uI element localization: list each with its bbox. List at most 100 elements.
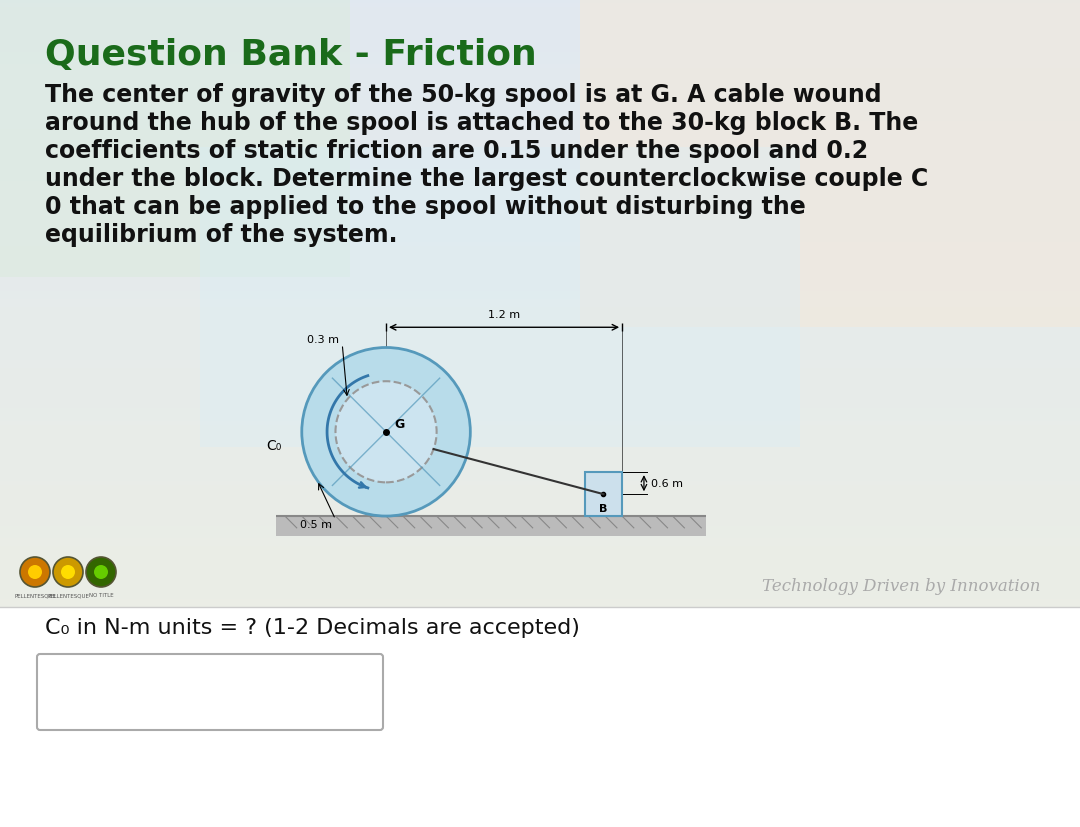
Text: 0.5 m: 0.5 m — [300, 520, 333, 530]
Bar — [0, 255, 1080, 259]
Bar — [0, 271, 1080, 275]
Bar — [0, 117, 1080, 122]
Bar — [0, 579, 1080, 583]
Circle shape — [21, 557, 50, 587]
Bar — [0, 291, 1080, 295]
Bar — [0, 583, 1080, 587]
Bar — [0, 49, 1080, 53]
Bar — [0, 158, 1080, 162]
Bar — [0, 587, 1080, 591]
Bar — [0, 12, 1080, 17]
Bar — [0, 566, 1080, 571]
Bar — [0, 73, 1080, 77]
Bar — [0, 170, 1080, 174]
Bar — [0, 372, 1080, 376]
Bar — [0, 547, 1080, 551]
FancyBboxPatch shape — [200, 148, 800, 447]
Bar — [0, 494, 1080, 498]
Bar — [0, 328, 1080, 332]
Bar — [0, 445, 1080, 449]
Bar — [0, 65, 1080, 69]
Bar — [0, 340, 1080, 344]
Bar — [0, 506, 1080, 510]
Bar — [0, 413, 1080, 417]
Bar — [0, 122, 1080, 126]
Bar — [0, 97, 1080, 101]
Bar — [0, 288, 1080, 291]
Text: under the block. Determine the largest counterclockwise couple C: under the block. Determine the largest c… — [45, 167, 928, 191]
Bar — [0, 519, 1080, 522]
Bar — [0, 538, 1080, 543]
Bar — [0, 409, 1080, 413]
Bar — [0, 284, 1080, 288]
Bar — [0, 243, 1080, 247]
Text: NO TITLE: NO TITLE — [89, 592, 113, 597]
Circle shape — [28, 566, 42, 579]
Bar — [0, 182, 1080, 186]
Bar — [0, 348, 1080, 352]
Bar — [585, 473, 622, 516]
Bar — [0, 559, 1080, 562]
Bar — [0, 502, 1080, 506]
Bar — [0, 162, 1080, 166]
Bar — [0, 263, 1080, 267]
Bar — [0, 166, 1080, 170]
Bar — [0, 385, 1080, 389]
Bar — [0, 154, 1080, 158]
Bar — [0, 222, 1080, 227]
Bar — [0, 376, 1080, 380]
Bar — [0, 134, 1080, 137]
Bar — [0, 522, 1080, 526]
Bar — [0, 174, 1080, 178]
FancyBboxPatch shape — [0, 0, 350, 278]
Bar — [0, 146, 1080, 150]
Circle shape — [53, 557, 83, 587]
Bar — [0, 457, 1080, 461]
Bar — [0, 275, 1080, 280]
Bar — [0, 336, 1080, 340]
Bar — [0, 478, 1080, 482]
Bar — [0, 437, 1080, 442]
Text: 0.3 m: 0.3 m — [307, 335, 339, 345]
Circle shape — [60, 566, 75, 579]
Bar — [0, 421, 1080, 425]
Bar — [0, 109, 1080, 113]
Bar — [0, 20, 1080, 24]
Bar — [0, 186, 1080, 190]
Bar — [0, 551, 1080, 555]
Bar — [0, 356, 1080, 361]
Bar — [0, 600, 1080, 603]
Text: 0 that can be applied to the spool without disturbing the: 0 that can be applied to the spool witho… — [45, 195, 806, 218]
Bar — [0, 380, 1080, 385]
Bar — [0, 368, 1080, 372]
Bar — [0, 45, 1080, 49]
Bar — [0, 239, 1080, 243]
Text: 0.6 m: 0.6 m — [650, 479, 683, 489]
Bar — [0, 352, 1080, 356]
Bar — [0, 482, 1080, 485]
Bar — [0, 425, 1080, 429]
Bar — [0, 227, 1080, 231]
Bar — [0, 218, 1080, 222]
Bar — [0, 41, 1080, 45]
Bar — [0, 126, 1080, 130]
Text: equilibrium of the system.: equilibrium of the system. — [45, 222, 397, 246]
Bar — [0, 324, 1080, 328]
Bar — [0, 251, 1080, 255]
Bar — [0, 93, 1080, 97]
Bar — [0, 89, 1080, 93]
Bar — [0, 130, 1080, 134]
Bar — [0, 308, 1080, 312]
Bar — [0, 514, 1080, 519]
Bar — [0, 393, 1080, 397]
Text: around the hub of the spool is attached to the 30-kg block B. The: around the hub of the spool is attached … — [45, 111, 918, 135]
Circle shape — [301, 348, 470, 516]
Bar — [0, 461, 1080, 466]
Bar — [0, 595, 1080, 600]
Bar — [0, 510, 1080, 514]
Bar — [0, 32, 1080, 36]
Bar — [0, 320, 1080, 324]
Bar — [0, 17, 1080, 20]
Bar — [0, 485, 1080, 490]
Bar — [0, 231, 1080, 235]
